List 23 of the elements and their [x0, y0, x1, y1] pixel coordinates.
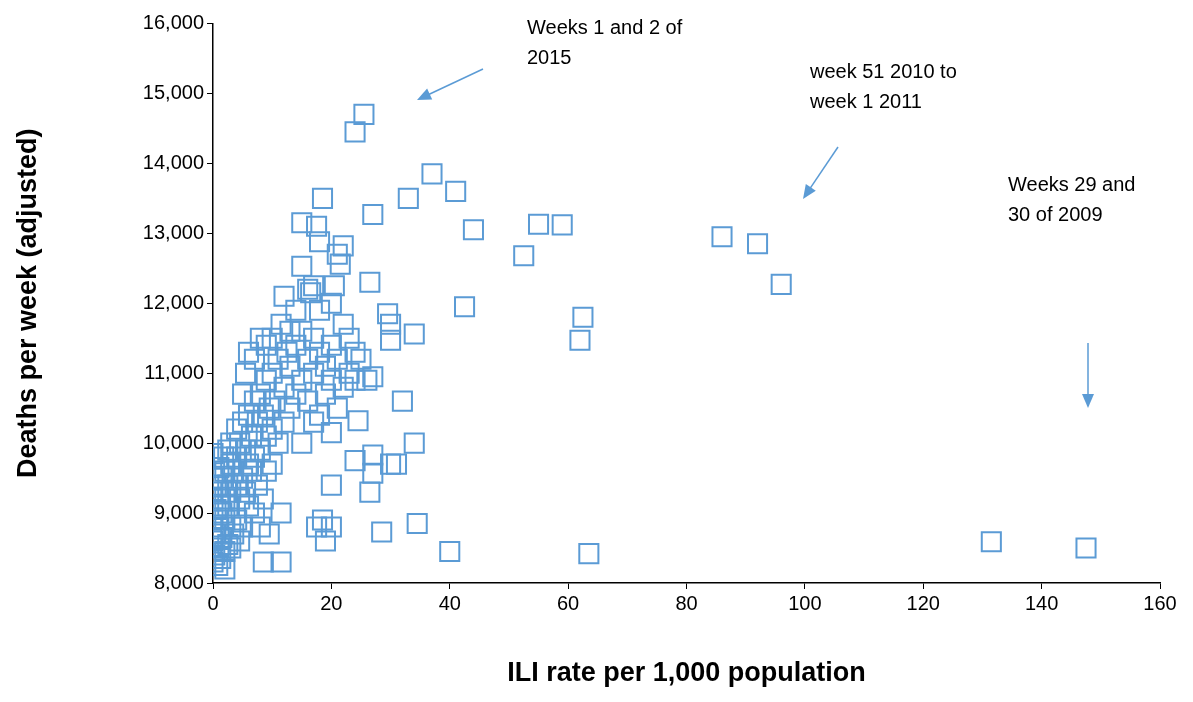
- x-tick-label: 80: [675, 591, 698, 614]
- x-tick-label: 120: [906, 591, 940, 614]
- annotation: week 51 2010 to week 1 2011: [809, 59, 957, 112]
- y-tick-label: 12,000: [142, 290, 204, 313]
- y-tick-label: 13,000: [142, 220, 204, 243]
- y-tick-label: 14,000: [142, 150, 204, 173]
- y-tick-label: 10,000: [142, 430, 204, 453]
- y-axis-title: Deaths per week (adjusted): [11, 128, 42, 479]
- y-tick-label: 15,000: [142, 80, 204, 103]
- x-axis-title: ILI rate per 1,000 population: [507, 657, 866, 688]
- x-tick-label: 100: [788, 591, 822, 614]
- x-tick-label: 40: [438, 591, 461, 614]
- x-tick-label: 20: [320, 591, 343, 614]
- y-tick-label: 16,000: [142, 11, 204, 34]
- annotation: Weeks 1 and 2 of 2015: [527, 15, 683, 68]
- x-tick-label: 160: [1143, 591, 1177, 614]
- y-tick-label: 9,000: [153, 500, 204, 523]
- x-tick-label: 60: [557, 591, 580, 614]
- annotation: Weeks 29 and 30 of 2009: [1008, 172, 1136, 225]
- y-tick-label: 11,000: [144, 360, 204, 383]
- x-tick-label: 0: [207, 591, 219, 614]
- y-tick-label: 8,000: [153, 570, 204, 593]
- x-tick-label: 140: [1024, 591, 1059, 614]
